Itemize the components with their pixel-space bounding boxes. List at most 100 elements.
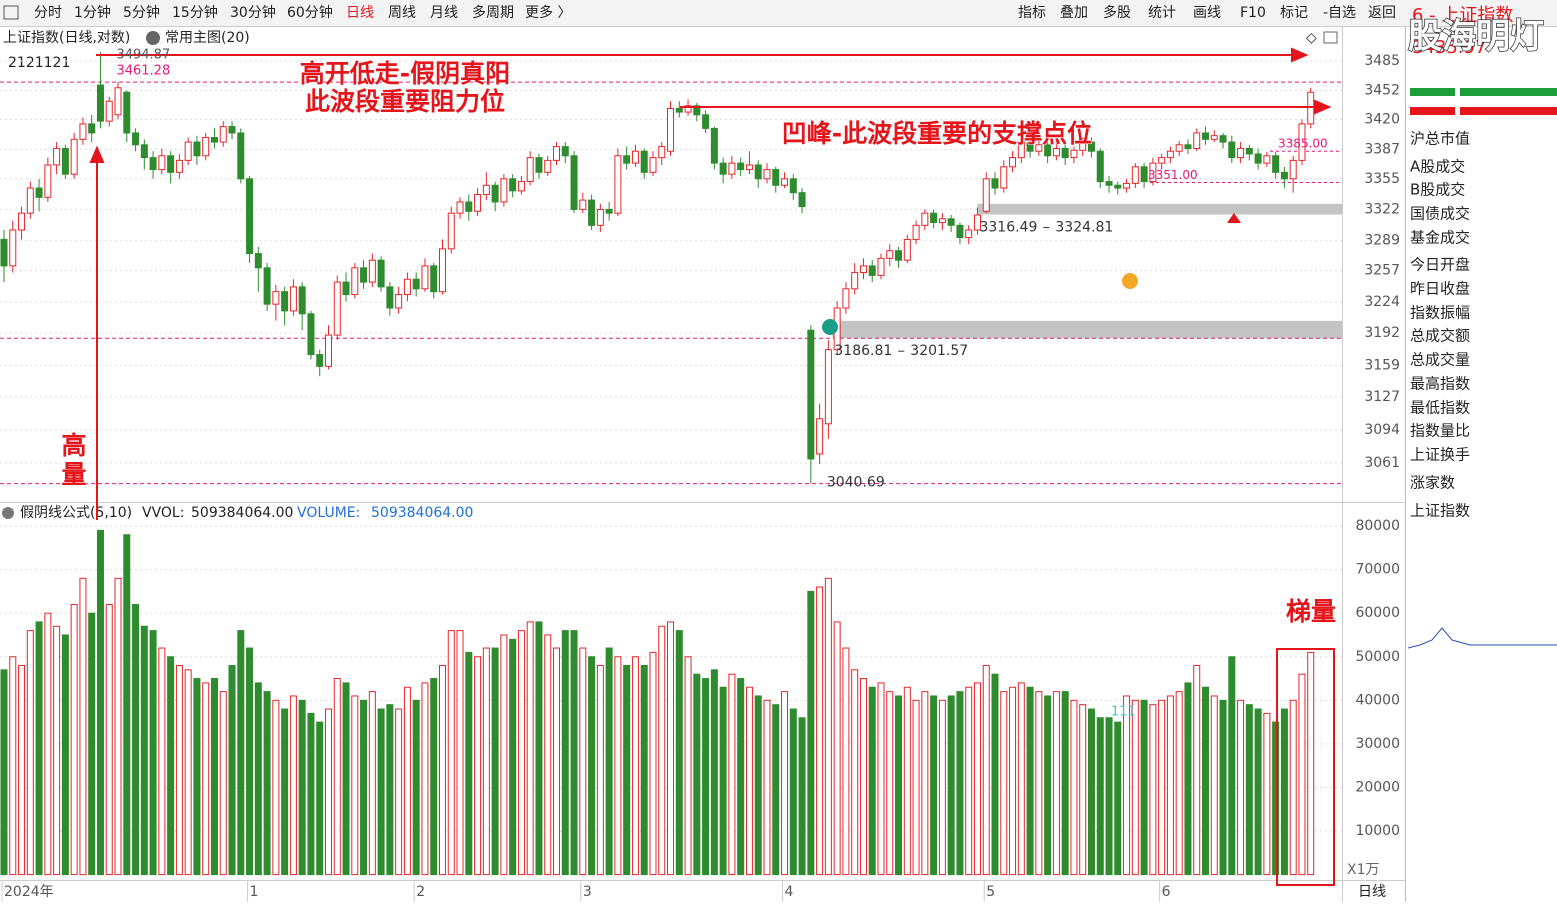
volume-bar (588, 656, 596, 876)
volume-bar (1044, 695, 1052, 876)
candle-body (1228, 141, 1236, 159)
volume-bar (807, 590, 815, 876)
chart-subtitle: 常用主图(20) (165, 30, 250, 46)
candle-body (333, 281, 341, 336)
panel-bar (1460, 107, 1557, 115)
volume-bar (1228, 656, 1236, 876)
candle-body (973, 214, 981, 231)
marker (1227, 213, 1241, 223)
candle-body (658, 146, 666, 159)
zone-label: 3201.57 (910, 343, 968, 359)
candle-body (342, 281, 350, 296)
toolbar-item[interactable]: 日线 (346, 5, 374, 21)
toolbar-item[interactable]: 叠加 (1060, 5, 1088, 21)
candle-body (903, 238, 911, 261)
toolbar-item[interactable]: 15分钟 (172, 4, 218, 21)
candle-body (254, 253, 262, 269)
candle-body (61, 147, 69, 175)
candle-body (140, 144, 148, 159)
volume-bar (316, 721, 324, 876)
toolbar-item[interactable]: F10 (1240, 5, 1266, 21)
candle-body (298, 286, 306, 315)
candle-body (710, 127, 718, 164)
candle-body (35, 187, 43, 198)
volume-bar (1219, 699, 1227, 876)
toolbar-item[interactable]: -自选 (1323, 5, 1356, 21)
panel-label: B股成交 (1410, 181, 1465, 199)
candle-body (649, 157, 657, 173)
volume-bar (1298, 673, 1306, 876)
volume-bar (1000, 691, 1008, 876)
candle-body (737, 162, 745, 171)
toolbar-item[interactable]: 标记 (1280, 5, 1308, 21)
candle-body (316, 354, 324, 367)
volume-bar (70, 603, 78, 876)
volume-bar (202, 682, 210, 876)
zone-label: 3186.81 (834, 343, 892, 359)
candle-body (9, 229, 17, 267)
panel-label: 基金成交 (1410, 229, 1470, 247)
toolbar-item[interactable]: 返回 (1368, 5, 1396, 21)
volume-bar (193, 678, 201, 876)
candle-body (412, 278, 420, 290)
candle-body (430, 265, 438, 293)
level-label: 3461.28 (116, 64, 170, 79)
x-tick-label: 6 (1162, 884, 1171, 900)
x-tick-label: 2 (416, 884, 425, 900)
volume-bar (386, 704, 394, 876)
panel-label: 上证指数 (1410, 502, 1470, 520)
y-tick-label: 3224 (1364, 294, 1400, 310)
candle-body (921, 212, 929, 226)
candle-body (360, 267, 368, 283)
toolbar-item[interactable]: 60分钟 (287, 4, 333, 21)
volume-bar (675, 630, 683, 876)
volume-bar (1254, 708, 1262, 876)
candle-body (1070, 149, 1078, 159)
volume-bar (789, 708, 797, 876)
toolbar-item[interactable]: 更多 〉 (525, 4, 571, 21)
zone-label: 3324.81 (1055, 220, 1113, 236)
toolbar-item[interactable]: 5分钟 (123, 4, 160, 21)
candle-body (26, 187, 34, 214)
vvol-label: VVOL: (142, 505, 184, 521)
toolbar-icon[interactable] (3, 5, 19, 20)
candle-body (859, 265, 867, 274)
icon[interactable] (1323, 31, 1338, 44)
x-tick-label: 1 (250, 884, 259, 900)
candle-body (745, 164, 753, 171)
candle-body (491, 184, 499, 203)
candle-body (465, 201, 473, 212)
candle-body (447, 212, 455, 250)
toolbar-item[interactable]: 画线 (1193, 5, 1221, 21)
volume-bar (281, 708, 289, 876)
toolbar-item[interactable]: 多股 (1103, 4, 1131, 21)
candle-body (588, 199, 596, 226)
candle-body (44, 164, 52, 198)
volume-bar (798, 717, 806, 876)
candle-body (1210, 135, 1218, 140)
volume-bar (491, 647, 499, 876)
toolbar-item[interactable]: 分时 (34, 5, 62, 21)
icon[interactable]: ◇ (1306, 30, 1317, 46)
y-tick-label: 3322 (1364, 201, 1400, 217)
volume-bar (956, 691, 964, 876)
candle-body (1026, 141, 1034, 152)
toolbar-item[interactable]: 多周期 (472, 4, 514, 21)
toolbar-item[interactable]: 1分钟 (74, 4, 111, 21)
candle-body (1044, 144, 1052, 157)
toolbar-item[interactable]: 指标 (1018, 5, 1046, 21)
icon (146, 31, 160, 45)
volume-bar (342, 682, 350, 876)
toolbar-item[interactable]: 周线 (388, 5, 416, 21)
toolbar-item[interactable]: 统计 (1148, 5, 1176, 21)
arrow-head (1314, 99, 1332, 115)
toolbar-item[interactable]: 30分钟 (230, 4, 276, 21)
volume-tick-label: 10000 (1355, 823, 1400, 839)
toolbar-item[interactable]: 月线 (430, 5, 458, 21)
volume-bar (1263, 712, 1271, 876)
volume-bar (938, 699, 946, 876)
panel-label: 总成交额 (1410, 327, 1470, 345)
candle-body (991, 178, 999, 189)
candle-body (1280, 171, 1288, 180)
volume-bar (623, 664, 631, 876)
